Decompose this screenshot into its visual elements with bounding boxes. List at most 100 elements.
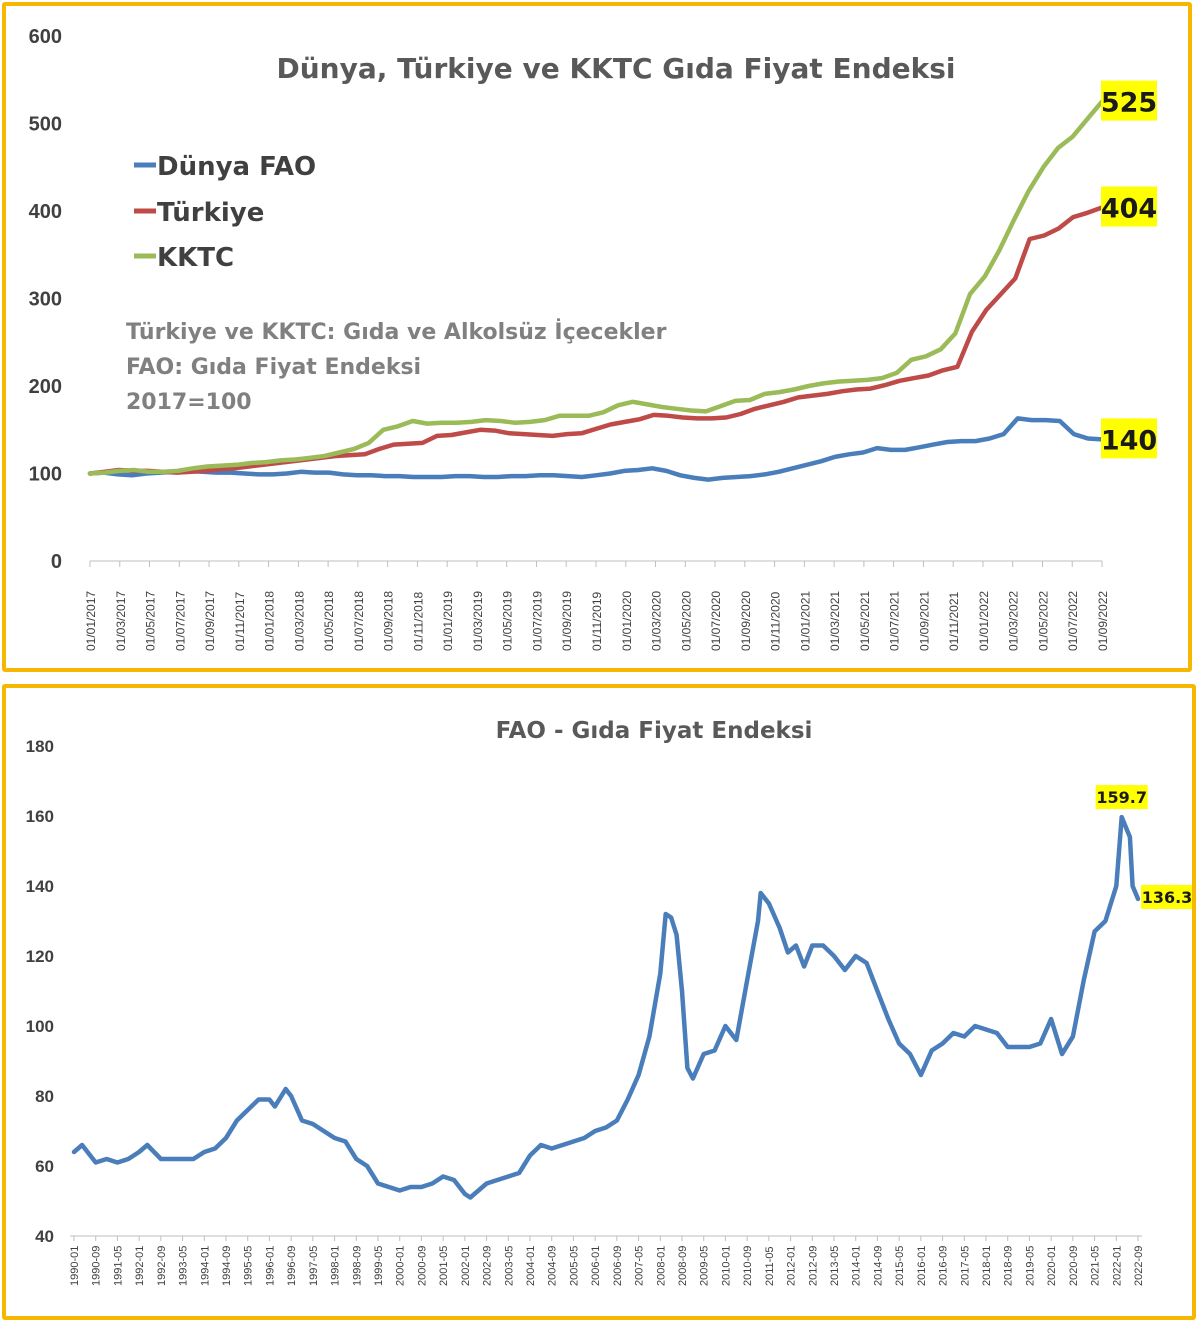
x-tick-label: 1997-05 [308,1246,320,1286]
x-tick-label: 1993-05 [178,1246,190,1286]
callout-box [1101,186,1157,227]
x-tick-label: 1995-05 [243,1246,255,1286]
x-tick-label: 2014-01 [851,1246,863,1286]
y-tick-label: 600 [29,26,62,48]
x-tick-label: 01/01/2021 [798,591,812,651]
x-tick-label: 01/09/2017 [203,591,217,651]
x-tick-label: 2009-05 [699,1246,711,1286]
x-tick-label: 2004-09 [547,1246,559,1286]
x-tick-label: 01/01/2018 [263,591,277,651]
x-tick-label: 2002-09 [482,1246,494,1286]
x-tick-label: 01/05/2021 [858,591,872,651]
x-tick-label: 01/07/2020 [709,591,723,651]
x-tick-label: 01/09/2018 [382,591,396,651]
x-tick-label: 01/09/2021 [917,591,931,651]
x-tick-label: 2000-09 [416,1246,428,1286]
x-tick-label: 01/11/2021 [947,592,961,651]
callout-label: 140 [1101,425,1157,456]
x-tick-label: 01/01/2022 [977,591,991,651]
x-tick-label: 2020-01 [1046,1246,1058,1286]
x-tick-label: 01/07/2022 [1066,591,1080,651]
x-tick-label: 01/11/2019 [590,592,604,651]
x-tick-label: 2011-05 [764,1246,776,1286]
callout-box [1095,785,1148,810]
series-line-0 [87,416,1105,482]
callout-box [1141,884,1192,909]
x-tick-label: 2004-01 [525,1246,537,1286]
y-tick-label: 400 [29,201,62,223]
y-tick-label: 200 [29,376,62,398]
x-tick-label: 01/05/2018 [322,591,336,651]
food-price-index-chart: Dünya, Türkiye ve KKTC Gıda Fiyat Endeks… [29,26,1158,651]
x-tick-label: 1998-01 [330,1246,342,1286]
x-tick-label: 01/03/2020 [650,591,664,651]
x-tick-label: 1994-09 [221,1246,233,1286]
chart-title: Dünya, Türkiye ve KKTC Gıda Fiyat Endeks… [276,52,955,85]
x-tick-label: 01/09/2020 [739,591,753,651]
x-tick-label: 2005-05 [568,1246,580,1286]
x-tick-label: 2022-09 [1133,1246,1145,1286]
y-tick-label: 100 [26,1017,54,1036]
x-tick-label: 2012-01 [786,1246,798,1286]
x-tick-label: 2019-05 [1024,1246,1036,1286]
x-tick-label: 01/01/2020 [620,591,634,651]
x-tick-label: 01/05/2020 [679,591,693,651]
series-line-1 [87,205,1105,476]
x-tick-label: 01/11/2020 [769,592,783,651]
x-tick-label: 2020-09 [1068,1246,1080,1286]
x-tick-label: 01/01/2017 [84,591,98,651]
x-tick-label: 01/05/2017 [144,591,158,651]
x-tick-label: 01/11/2017 [233,592,247,651]
fao-food-price-chart: FAO - Gıda Fiyat Endeksi 40 60 80 100 120 140 1… [26,718,1192,1286]
callout-label: 136.3 [1142,888,1192,907]
callout-label: 159.7 [1096,788,1147,807]
x-tick-label: 2000-01 [395,1246,407,1286]
x-tick-label: 2013-05 [829,1246,841,1286]
x-tick-label: 01/03/2022 [1007,591,1021,651]
x-tick-label: 01/03/2021 [828,591,842,651]
x-tick-label: 1990-09 [91,1246,103,1286]
x-tick-label: 2001-05 [438,1246,450,1286]
x-tick-label: 1994-01 [199,1246,211,1286]
chart-note: 2017=100 [126,390,252,415]
x-tick-label: 01/01/2019 [441,591,455,651]
y-tick-label: 0 [51,551,62,573]
x-tick-label: 01/03/2017 [114,591,128,651]
y-tick-label: 300 [29,289,62,311]
x-tick-label: 2017-05 [959,1246,971,1286]
x-tick-label: 2018-01 [981,1246,993,1286]
x-tick-label: 1996-01 [264,1246,276,1286]
x-tick-label: 1990-01 [69,1246,81,1286]
x-tick-label: 01/05/2019 [501,591,515,651]
legend-label: Türkiye [157,198,264,228]
chart-title: FAO - Gıda Fiyat Endeksi [496,718,813,744]
x-tick-label: 2006-09 [612,1246,624,1286]
y-tick-label: 120 [26,947,54,966]
series-line-2 [87,99,1105,476]
legend-label: KKTC [157,243,234,273]
x-tick-label: 2003-05 [503,1246,515,1286]
x-tick-label: 2007-05 [634,1246,646,1286]
x-tick-label: 1998-09 [351,1246,363,1286]
x-tick-label: 01/03/2018 [292,591,306,651]
callout-box [1101,418,1157,459]
x-tick-label: 01/09/2022 [1096,591,1110,651]
fao-series-line [71,814,1141,1200]
x-tick-label: 1992-09 [156,1246,168,1286]
x-tick-label: 2008-01 [655,1246,667,1286]
x-tick-label: 2010-01 [720,1246,732,1286]
y-tick-label: 140 [26,877,54,896]
callout-label: 404 [1101,194,1157,225]
legend-label: Dünya FAO [157,152,316,182]
y-tick-label: 80 [35,1087,54,1106]
chart-note: FAO: Gıda Fiyat Endeksi [126,355,421,380]
x-tick-label: 2014-09 [872,1246,884,1286]
callout-label: 525 [1101,88,1157,119]
x-tick-label: 2018-09 [1003,1246,1015,1286]
x-tick-label: 2012-09 [807,1246,819,1286]
x-tick-label: 1992-01 [134,1246,146,1286]
x-tick-label: 2015-05 [894,1246,906,1286]
y-tick-label: 500 [29,114,62,136]
x-tick-label: 2002-01 [460,1246,472,1286]
x-tick-label: 01/07/2019 [530,591,544,651]
